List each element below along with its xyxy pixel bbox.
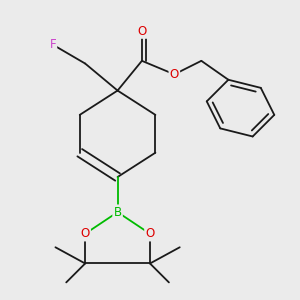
Text: O: O [80, 227, 90, 240]
Text: O: O [146, 227, 154, 240]
Text: F: F [50, 38, 56, 51]
Text: O: O [170, 68, 179, 81]
Text: B: B [113, 206, 122, 219]
Text: O: O [137, 25, 146, 38]
